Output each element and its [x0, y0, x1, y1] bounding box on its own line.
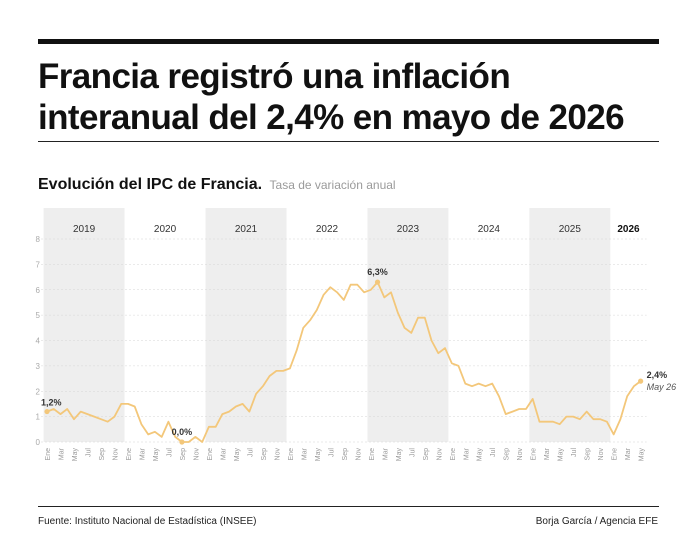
month-tick-label: Mar [58, 447, 65, 460]
month-tick-label: Nov [112, 448, 119, 461]
month-tick-label: Ene [288, 448, 295, 461]
year-band-2023 [367, 208, 449, 442]
ipc-series-line [46, 281, 642, 443]
month-tick-label: Mar [625, 447, 632, 460]
annotation-point [179, 439, 185, 445]
month-tick-label: Ene [612, 448, 619, 461]
annotation-sublabel: May 26 [647, 382, 677, 392]
month-tick-label: Sep [342, 448, 349, 461]
y-tick-label-7: 7 [36, 260, 41, 269]
month-tick-label: Sep [423, 448, 430, 461]
month-tick-label: Jul [571, 448, 578, 457]
month-tick-label: Nov [517, 448, 524, 461]
annotation-label: 2,4% [647, 370, 668, 380]
year-label-2019: 2019 [73, 224, 96, 235]
top-rule [38, 39, 659, 44]
month-tick-label: Ene [369, 448, 376, 461]
y-tick-label-1: 1 [36, 413, 41, 422]
month-tick-label: May [72, 448, 79, 462]
month-tick-label: Ene [531, 448, 538, 461]
year-label-2020: 2020 [154, 224, 177, 235]
year-label-2021: 2021 [235, 224, 258, 235]
y-tick-label-4: 4 [36, 337, 41, 346]
month-tick-label: Ene [126, 448, 133, 461]
y-tick-label-3: 3 [36, 362, 41, 371]
y-tick-label-8: 8 [36, 235, 41, 244]
year-label-2025: 2025 [559, 224, 582, 235]
year-band-2025 [529, 208, 611, 442]
y-tick-label-2: 2 [36, 387, 41, 396]
year-label-2023: 2023 [397, 224, 420, 235]
chart-subtitle: Evolución del IPC de Francia. Tasa de va… [38, 176, 396, 194]
year-label-2026: 2026 [617, 224, 640, 235]
annotation-label: 0,0% [172, 427, 193, 437]
y-tick-label-6: 6 [36, 286, 41, 295]
month-tick-label: Sep [180, 448, 187, 461]
year-label-2022: 2022 [316, 224, 339, 235]
inflation-line-chart: 2019 2020 2021 2022 2023 2024 2025 2026 0 1 2 3 4 5 6 7… [36, 208, 677, 462]
month-tick-label: Sep [504, 448, 511, 461]
month-tick-label: May [558, 448, 565, 462]
month-tick-label: May [477, 448, 484, 462]
annotation-point [44, 408, 50, 415]
month-tick-label: Mar [139, 447, 146, 460]
month-tick-label: Jul [166, 448, 173, 457]
source-note: Fuente: Instituto Nacional de Estadístic… [38, 516, 257, 527]
month-tick-label: Ene [207, 448, 214, 461]
year-band-2019 [43, 208, 125, 442]
month-tick-label: Nov [355, 448, 362, 461]
title-divider [38, 141, 659, 142]
annotation-point [638, 378, 644, 384]
month-tick-label: Ene [45, 448, 52, 461]
month-tick-label: Sep [99, 448, 106, 461]
month-tick-label: Nov [274, 448, 281, 461]
month-tick-label: Jul [409, 448, 416, 457]
month-tick-label: May [315, 448, 322, 462]
month-tick-label: Jul [85, 448, 92, 457]
month-tick-label: Nov [598, 448, 605, 461]
page-title: Francia registró una inflación interanua… [38, 57, 625, 137]
month-tick-label: May [234, 448, 241, 462]
annotation-label: 1,2% [41, 398, 62, 408]
month-tick-label: Sep [261, 448, 268, 461]
month-tick-label: Sep [585, 448, 592, 461]
year-label-2024: 2024 [478, 224, 501, 235]
chart-title: Evolución del IPC de Francia. [38, 176, 263, 193]
footer-divider [38, 506, 659, 507]
month-tick-label: Ene [450, 448, 457, 461]
y-tick-label-5: 5 [36, 311, 41, 320]
y-tick-label-0: 0 [36, 438, 41, 447]
month-tick-label: Mar [544, 447, 551, 460]
month-tick-label: Nov [436, 448, 443, 461]
month-tick-label: May [153, 448, 160, 462]
annotation-label: 6,3% [367, 267, 388, 277]
month-tick-label: Jul [490, 448, 497, 457]
month-tick-label: Nov [193, 448, 200, 461]
month-tick-label: Mar [301, 447, 308, 460]
credit-note: Borja García / Agencia EFE [535, 516, 658, 527]
chart-unit-label: Tasa de variación anual [269, 178, 396, 192]
month-tick-label: Mar [382, 447, 389, 460]
month-tick-label: May [639, 448, 646, 462]
annotation-point [374, 279, 381, 285]
month-tick-label: May [396, 448, 403, 462]
month-tick-label: Mar [463, 447, 470, 460]
month-tick-label: Jul [328, 448, 335, 457]
month-tick-label: Jul [247, 448, 254, 457]
month-tick-label: Mar [220, 447, 227, 460]
year-band-2021 [205, 208, 287, 442]
